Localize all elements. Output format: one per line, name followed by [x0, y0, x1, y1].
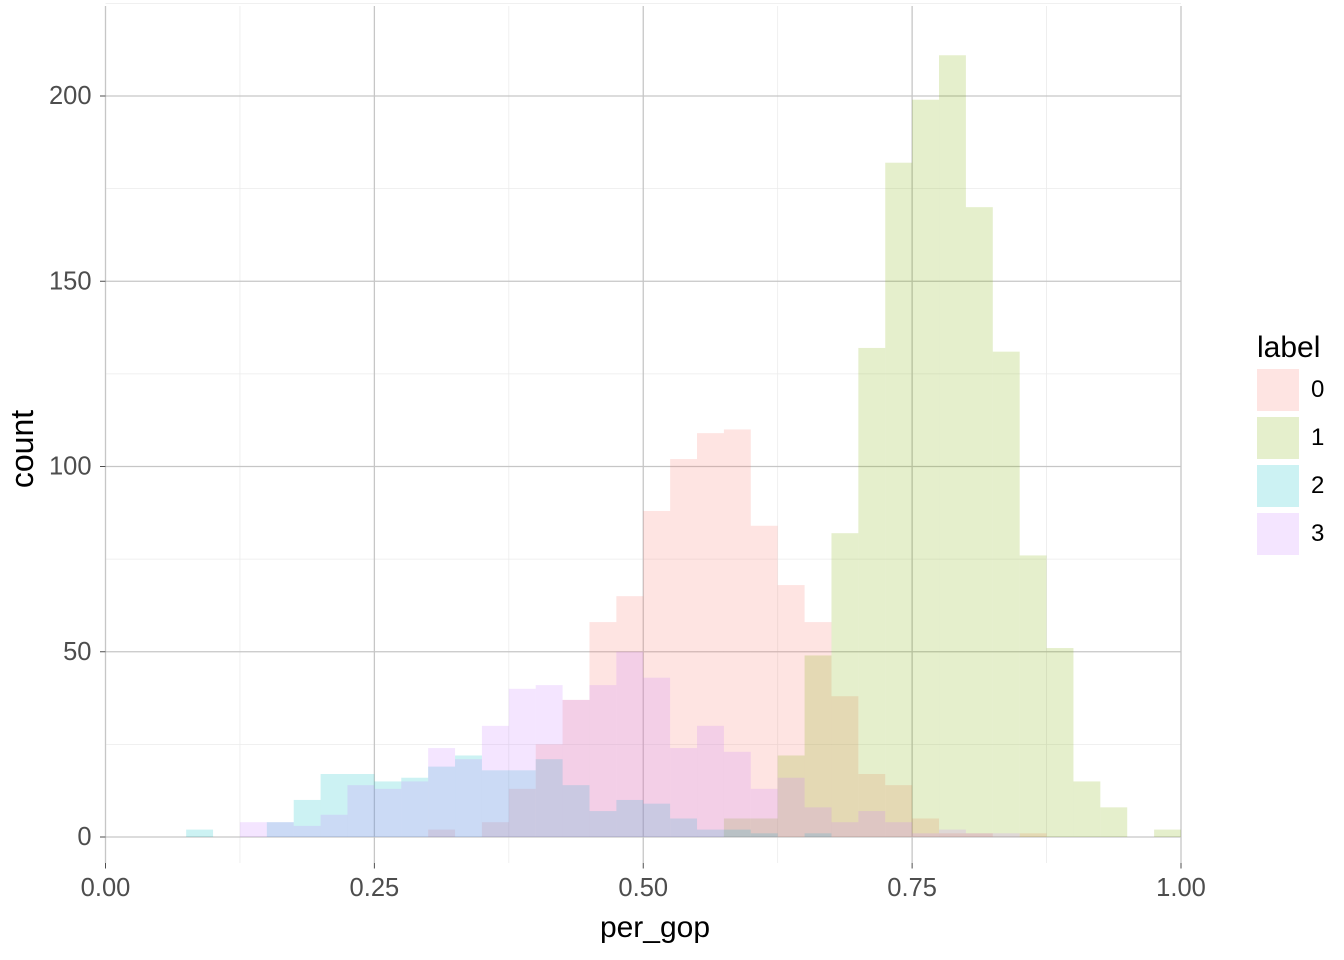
svg-text:150: 150 — [49, 267, 92, 295]
svg-text:3: 3 — [1311, 520, 1324, 547]
svg-text:0.25: 0.25 — [350, 874, 400, 902]
svg-text:1.00: 1.00 — [1156, 874, 1206, 902]
svg-text:count: count — [4, 410, 40, 488]
svg-text:0.00: 0.00 — [81, 874, 131, 902]
svg-text:0: 0 — [1311, 376, 1324, 403]
svg-text:label: label — [1257, 331, 1320, 364]
svg-text:2: 2 — [1311, 472, 1324, 499]
svg-text:0.50: 0.50 — [618, 874, 668, 902]
svg-text:100: 100 — [49, 453, 92, 481]
svg-text:0: 0 — [77, 823, 91, 851]
svg-text:1: 1 — [1311, 424, 1324, 451]
svg-text:50: 50 — [63, 638, 91, 666]
svg-text:per_gop: per_gop — [600, 911, 710, 944]
svg-text:0.75: 0.75 — [887, 874, 937, 902]
svg-text:200: 200 — [49, 82, 92, 110]
